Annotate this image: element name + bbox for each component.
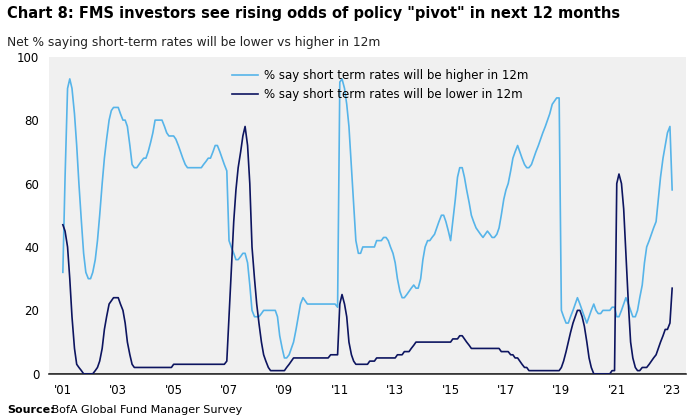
% say short term rates will be higher in 12m — [308, 302, 316, 307]
% say short term rates will be lower in 12m — [308, 355, 316, 360]
% say short term rates will be higher in 12m — [66, 76, 74, 81]
Text: BofA Global Fund Manager Survey: BofA Global Fund Manager Survey — [48, 405, 242, 415]
% say short term rates will be lower in 12m — [79, 371, 88, 376]
% say short term rates will be lower in 12m — [241, 124, 249, 129]
% say short term rates will be lower in 12m — [629, 355, 637, 360]
% say short term rates will be lower in 12m — [636, 368, 644, 373]
% say short term rates will be lower in 12m — [331, 352, 340, 357]
Text: Chart 8: FMS investors see rising odds of policy "pivot" in next 12 months: Chart 8: FMS investors see rising odds o… — [7, 6, 620, 21]
% say short term rates will be higher in 12m — [331, 302, 340, 307]
Line: % say short term rates will be higher in 12m: % say short term rates will be higher in… — [63, 79, 672, 358]
% say short term rates will be higher in 12m — [59, 270, 67, 275]
% say short term rates will be higher in 12m — [435, 219, 443, 224]
% say short term rates will be lower in 12m — [668, 286, 676, 291]
% say short term rates will be higher in 12m — [636, 295, 644, 300]
Legend: % say short term rates will be higher in 12m, % say short term rates will be low: % say short term rates will be higher in… — [232, 69, 528, 101]
Text: Net % saying short-term rates will be lower vs higher in 12m: Net % saying short-term rates will be lo… — [7, 36, 380, 49]
Text: Source:: Source: — [7, 405, 55, 415]
Line: % say short term rates will be lower in 12m: % say short term rates will be lower in … — [63, 126, 672, 374]
% say short term rates will be higher in 12m — [280, 355, 288, 360]
% say short term rates will be lower in 12m — [527, 368, 536, 373]
% say short term rates will be higher in 12m — [668, 187, 676, 192]
% say short term rates will be higher in 12m — [629, 314, 637, 319]
% say short term rates will be higher in 12m — [527, 162, 536, 167]
% say short term rates will be lower in 12m — [435, 339, 443, 344]
% say short term rates will be lower in 12m — [59, 222, 67, 227]
